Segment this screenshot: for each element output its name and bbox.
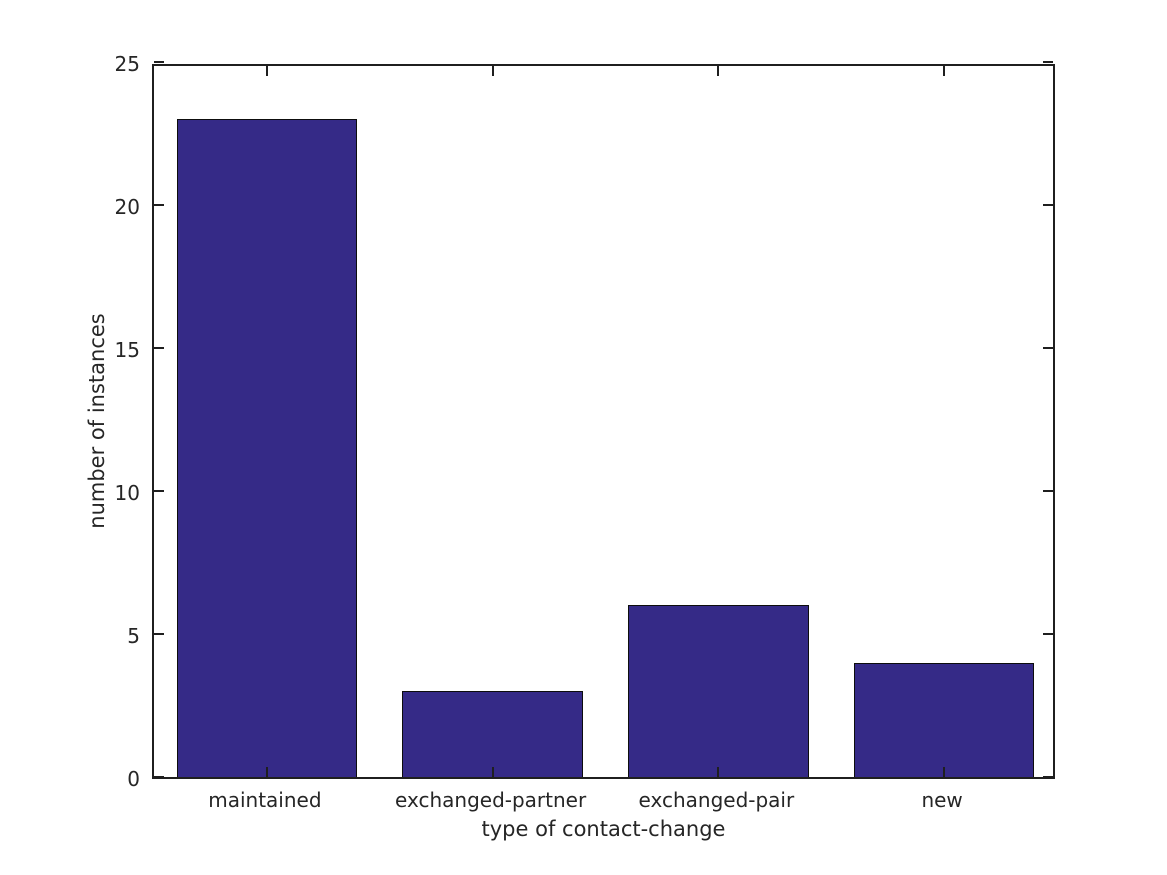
y-tick-label-15: 15: [114, 338, 140, 362]
y-tick-label-10: 10: [114, 481, 140, 505]
x-tick-bottom: [943, 767, 946, 777]
y-tick-left: [154, 204, 164, 206]
x-tick-label-maintained: maintained: [208, 788, 322, 812]
x-tick-top: [491, 66, 494, 76]
x-axis-label: type of contact-change: [481, 817, 726, 841]
y-tick-label-0: 0: [127, 767, 140, 791]
x-tick-bottom: [265, 767, 268, 777]
y-tick-right: [1043, 776, 1053, 778]
x-tick-top: [943, 66, 946, 76]
bar-new: [853, 662, 1035, 777]
y-tick-right: [1043, 490, 1053, 492]
x-tick-top: [717, 66, 720, 76]
x-tick-label-exchanged-pair: exchanged-pair: [638, 788, 795, 812]
y-tick-left: [154, 347, 164, 349]
y-tick-left: [154, 61, 164, 63]
bar-maintained: [176, 119, 358, 777]
bar-exchanged-pair: [628, 605, 809, 777]
y-tick-right: [1043, 61, 1053, 63]
y-tick-label-5: 5: [127, 624, 140, 648]
y-tick-left: [154, 490, 164, 492]
x-tick-bottom: [491, 767, 494, 777]
y-tick-right: [1043, 347, 1053, 349]
plot-area: [152, 61, 1055, 779]
x-tick-top: [265, 66, 268, 76]
y-tick-right: [1043, 633, 1053, 635]
y-tick-left: [154, 633, 164, 635]
y-tick-label-25: 25: [114, 52, 140, 76]
bar-exchanged-partner: [402, 691, 583, 777]
x-tick-label-exchanged-partner: exchanged-partner: [395, 788, 587, 812]
y-tick-label-20: 20: [114, 195, 140, 219]
y-tick-left: [154, 776, 164, 778]
x-tick-label-new: new: [921, 788, 963, 812]
x-tick-bottom: [717, 767, 720, 777]
y-tick-right: [1043, 204, 1053, 206]
